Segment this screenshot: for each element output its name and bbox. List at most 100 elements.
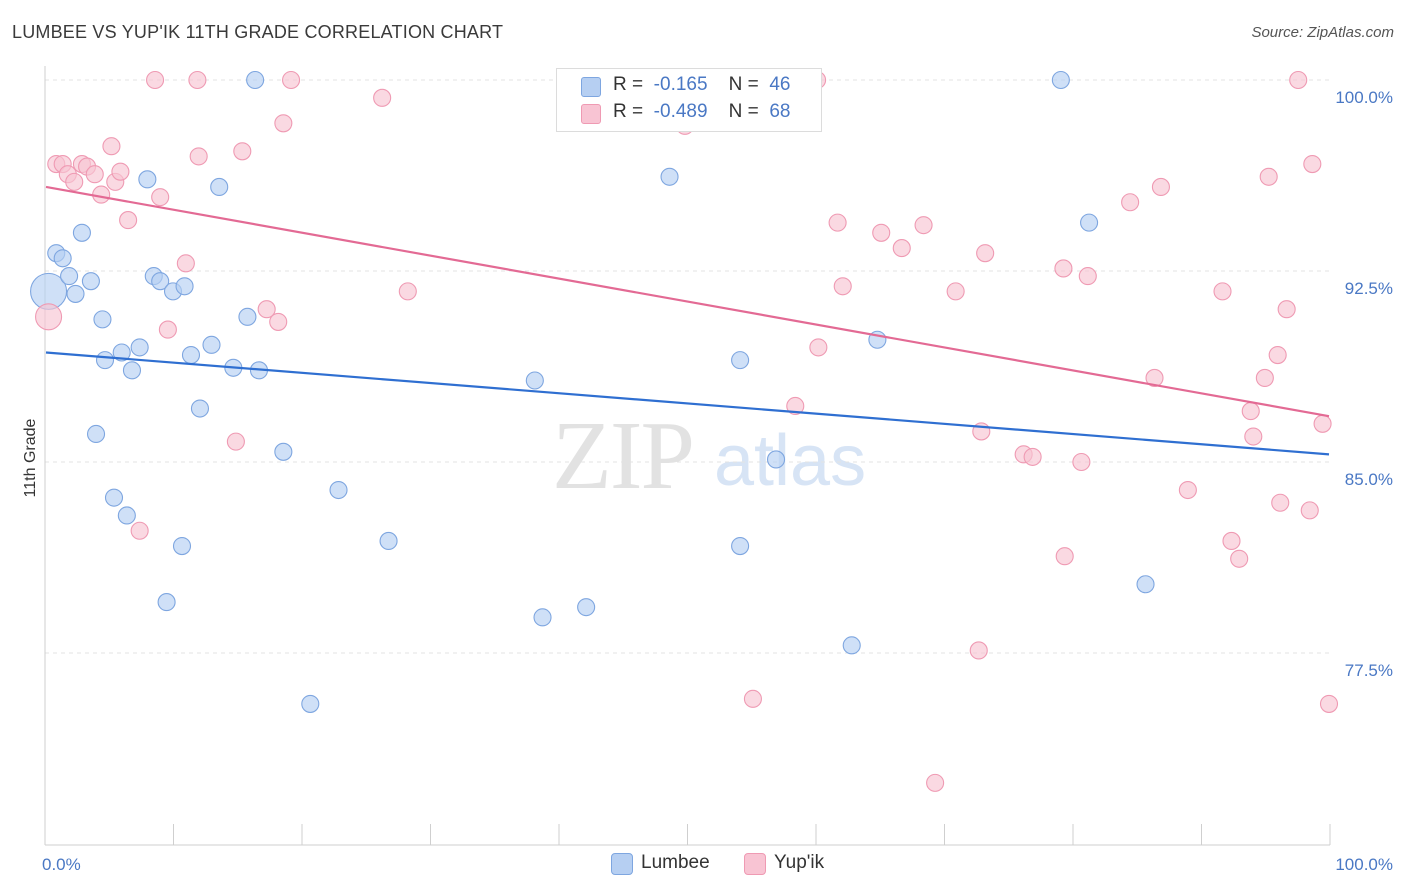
- yupik-point: [92, 185, 111, 204]
- axes: [44, 66, 1331, 846]
- lumbee-point: [81, 272, 100, 291]
- yupik-point: [1178, 480, 1197, 500]
- lumbee-point: [138, 170, 157, 189]
- yupik-point: [1023, 447, 1042, 466]
- lumbee-point: [533, 608, 552, 627]
- lumbee-point: [525, 371, 544, 390]
- yupik-point: [269, 312, 288, 331]
- yupik-point: [892, 239, 911, 258]
- yupik-point: [926, 773, 945, 792]
- lumbee-swatch: [581, 77, 601, 97]
- lumbee-point: [731, 536, 750, 556]
- lumbee-point: [379, 531, 398, 550]
- lumbee-point: [95, 351, 115, 370]
- yupik-point: [872, 223, 891, 242]
- yupik-point: [743, 689, 762, 708]
- yupik-point: [1145, 368, 1164, 388]
- yupik-point: [398, 282, 417, 301]
- lumbee-point: [130, 338, 149, 357]
- yupik-point: [130, 521, 149, 540]
- lumbee-point: [53, 249, 72, 268]
- yupik-point: [786, 396, 805, 416]
- yupik-point: [1213, 282, 1232, 301]
- yupik-point: [1303, 154, 1322, 174]
- y-tick-label: 77.5%: [1345, 661, 1393, 680]
- yupik-point: [176, 254, 195, 273]
- yupik-point: [233, 142, 252, 161]
- lumbee-point: [93, 310, 112, 329]
- lumbee-point: [1051, 70, 1070, 90]
- lumbee-point: [210, 177, 229, 197]
- lumbee-point: [172, 536, 192, 556]
- yupik-legend-label: Yup'ik: [774, 852, 825, 873]
- lumbee-point: [190, 399, 210, 418]
- lumbee-point: [72, 223, 91, 242]
- lumbee-point: [766, 450, 786, 469]
- yupik-point: [119, 211, 138, 230]
- lumbee-point: [202, 335, 221, 354]
- yupik-point: [833, 277, 852, 296]
- chart-title: LUMBEE VS YUP'IK 11TH GRADE CORRELATION …: [12, 22, 504, 42]
- data-points: [30, 70, 1339, 792]
- lumbee-point: [731, 351, 750, 370]
- yupik-point: [976, 244, 995, 263]
- lumbee-point: [1136, 575, 1155, 594]
- yupik-point: [1255, 368, 1274, 388]
- lumbee-point: [181, 345, 201, 365]
- lumbee-point: [238, 307, 257, 326]
- yupik-point: [1121, 193, 1140, 212]
- yupik-point: [1289, 70, 1308, 90]
- yupik-point: [1277, 300, 1296, 319]
- lumbee-trend-line: [45, 351, 1330, 456]
- yupik-point: [1151, 177, 1170, 197]
- yupik-point: [1241, 402, 1260, 421]
- yupik-point: [373, 88, 392, 107]
- yupik-point: [85, 165, 104, 184]
- y-tick-label: 100.0%: [1335, 88, 1393, 107]
- axis-labels: 100.0% 92.5% 85.0% 77.5% 0.0% 100.0% 11th Grad…: [22, 88, 1393, 874]
- lumbee-legend-swatch: [611, 853, 633, 875]
- lumbee-point: [60, 267, 79, 286]
- yupik-point: [226, 432, 245, 451]
- legend-text-lumbee: R = -0.165 N = 46: [613, 74, 791, 95]
- lumbee-point: [842, 636, 861, 655]
- yupik-point: [1259, 167, 1278, 186]
- yupik-point: [969, 641, 988, 660]
- yupik-point: [65, 172, 84, 191]
- yupik-point: [914, 216, 933, 235]
- lumbee-point: [117, 506, 136, 525]
- lumbee-point: [329, 480, 348, 500]
- lumbee-point: [112, 343, 131, 362]
- trend-lines: [45, 185, 1330, 456]
- yupik-point: [809, 338, 828, 357]
- x-tick-label-min: 0.0%: [42, 855, 81, 874]
- yupik-point: [1055, 547, 1074, 566]
- lumbee-point: [86, 424, 106, 444]
- lumbee-point: [246, 70, 265, 90]
- yupik-point: [1230, 549, 1249, 568]
- lumbee-point: [577, 598, 596, 617]
- yupik-point: [188, 70, 207, 90]
- lumbee-point: [660, 167, 679, 186]
- yupik-point: [1268, 345, 1287, 365]
- yupik-point: [102, 137, 121, 156]
- lumbee-point: [1080, 213, 1099, 232]
- yupik-point: [35, 303, 63, 331]
- lumbee-legend-label: Lumbee: [641, 852, 710, 873]
- yupik-point: [1271, 493, 1290, 512]
- lumbee-point: [151, 272, 170, 291]
- lumbee-point: [301, 694, 320, 713]
- yupik-point: [946, 282, 965, 301]
- yupik-point: [828, 213, 847, 232]
- lumbee-point: [104, 488, 124, 507]
- yupik-swatch: [581, 104, 601, 124]
- y-axis-title: 11th Grade: [22, 418, 39, 497]
- x-tick-label-max: 100.0%: [1335, 855, 1393, 874]
- yupik-legend-swatch: [744, 853, 766, 875]
- yupik-trend-line: [45, 185, 1330, 418]
- legend-text-yupik: R = -0.489 N = 68: [613, 101, 791, 122]
- yupik-point: [1072, 452, 1091, 472]
- y-tick-label: 85.0%: [1345, 470, 1393, 489]
- yupik-point: [274, 114, 293, 133]
